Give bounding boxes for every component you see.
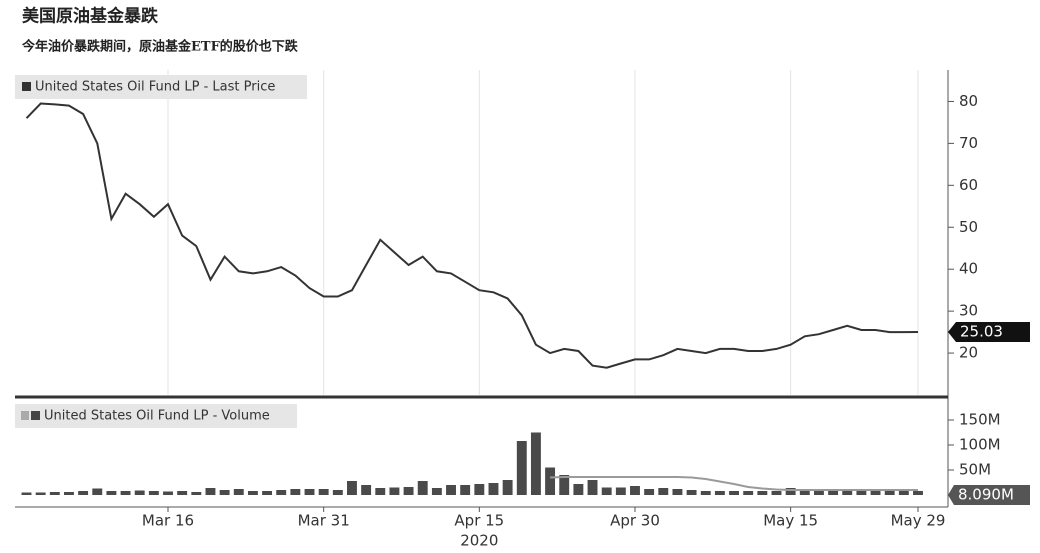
volume-bar [743,491,754,495]
volume-bar [304,489,315,495]
volume-bar [35,492,46,495]
volume-bar [615,487,626,495]
volume-bar [813,491,824,495]
x-tick-label: Apr 15 [454,512,504,530]
x-tick-label: Mar 16 [142,512,194,530]
volume-bar [446,485,456,495]
last-volume-tag [948,485,1030,505]
y-tick-label: 80 [959,92,978,110]
legend-swatch [21,411,29,420]
volume-bar [587,480,598,495]
volume-bar [559,475,570,495]
x-tick-label: May 29 [891,512,946,530]
volume-bar [134,490,145,495]
volume-bar [361,485,372,495]
volume-bar [856,491,867,495]
y-tick-label: 20 [959,344,978,362]
volume-bar [729,491,739,495]
volume-bar [516,441,527,495]
legend-box [15,404,297,428]
volume-bar [247,491,258,495]
volume-bar [233,489,244,495]
volume-bar [799,491,810,495]
price-line [25,102,919,369]
plot-area [15,70,948,507]
volume-bar [417,481,428,495]
volume-bar [63,492,74,495]
chart-subtitle: 今年油价暴跌期间，原油基金ETF的股价也下跌 [21,39,299,55]
legend-swatch [22,82,31,91]
volume-bar [403,487,414,495]
last-price-label: 25.03 [960,322,1003,340]
volume-bar [177,491,188,495]
volume-bar [898,490,909,495]
volume-bar [913,490,923,495]
volume-bar [347,481,357,495]
y-tick-label: 70 [959,134,978,152]
y-tick-label: 50 [959,218,978,236]
volume-bar [502,480,513,495]
y-tick-label: 60 [959,176,978,194]
volume-bar [672,489,683,495]
volume-bar [785,488,796,495]
volume-bar [148,491,159,495]
volume-bar [92,488,103,495]
volume-bar [771,491,782,495]
chart-title: 美国原油基金暴跌 [22,6,159,27]
volume-bar [884,490,895,495]
volume-bar [488,483,499,495]
volume-bar [219,490,230,495]
y-tick-label: 40 [959,260,978,278]
volume-bar [601,487,612,495]
volume-bar [530,432,541,495]
volume-bar [757,491,768,495]
volume-bar [714,491,725,495]
volume-bar [700,491,711,495]
volume-bar [276,490,287,495]
volume-bar [686,490,697,495]
volume-bar [842,491,853,495]
volume-bar [431,488,442,495]
volume-bar [644,489,655,495]
legend-label: United States Oil Fund LP - Last Price [35,80,275,95]
volume-bar [163,491,173,495]
year-label: 2020 [460,532,498,550]
volume-bar [290,489,301,495]
volume-bar [262,491,273,495]
volume-bar [573,484,584,495]
volume-bar [460,485,471,495]
volume-bar [78,491,89,495]
y-tick-label: 30 [959,302,978,320]
volume-bar [49,492,60,495]
volume-bar [828,489,839,495]
volume-bar [318,489,329,495]
x-tick-label: May 15 [763,512,818,530]
last-price-tag [948,321,1030,342]
y-tick-label: 100M [959,436,1001,454]
x-tick-label: Mar 31 [298,512,350,530]
volume-bar [474,484,485,495]
legend-label: United States Oil Fund LP - Volume [44,409,270,424]
volume-bar [205,488,216,495]
volume-bar [630,486,640,495]
volume-bar [375,488,386,495]
volume-bar [21,492,32,495]
volume-average-line [550,476,918,491]
legend-swatch [31,411,40,420]
volume-bar [870,490,881,495]
last-volume-label: 8.090M [958,486,1014,504]
volume-bar [106,491,117,495]
legend-box [15,75,307,99]
volume-bar [658,488,669,495]
y-tick-label: 50M [959,461,991,479]
volume-bar [191,492,202,495]
volume-bar [332,490,343,495]
volume-bar [389,487,400,495]
x-tick-label: Apr 30 [610,512,660,530]
volume-bar [120,491,131,495]
y-tick-label: 150M [959,411,1001,429]
volume-bar [545,467,556,495]
